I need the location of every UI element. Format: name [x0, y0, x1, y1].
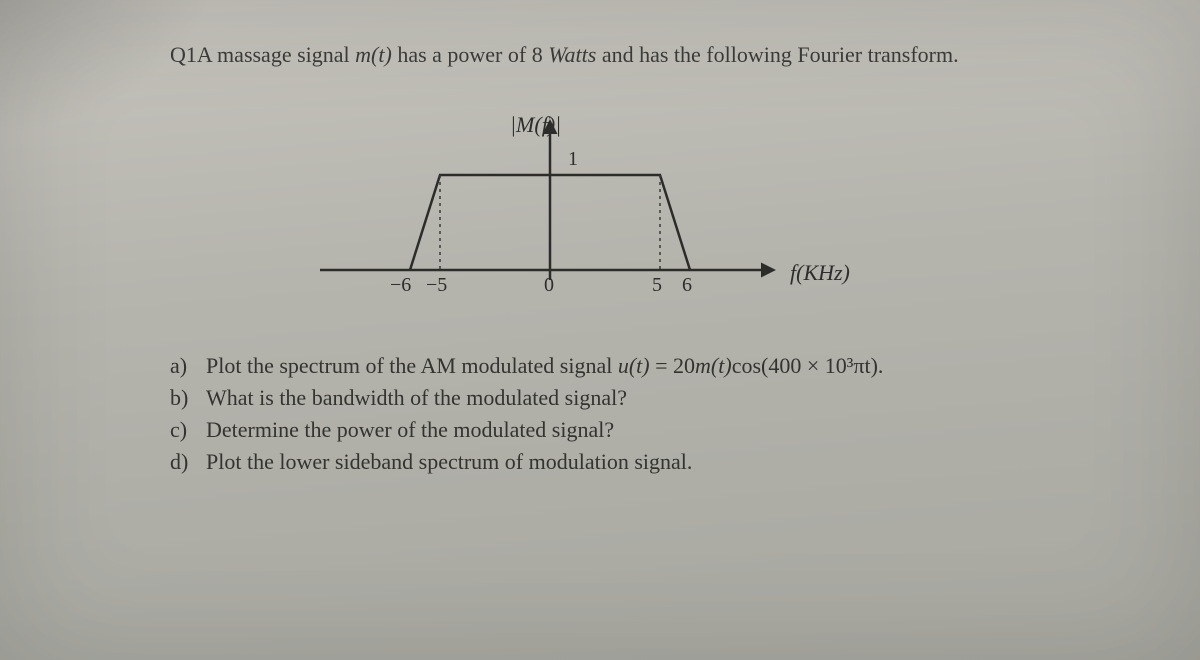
- qa-eq: = 20: [650, 353, 695, 378]
- header-prefix: Q1A massage signal: [170, 42, 355, 67]
- header-watts: Watts: [548, 42, 596, 67]
- qa-mt2: m(t): [695, 353, 732, 378]
- letter-d: d): [170, 446, 206, 478]
- letter-a: a): [170, 350, 206, 382]
- y-axis-label: |M(f)|: [510, 112, 561, 138]
- qa-post: cos(400 × 10³πt).: [732, 353, 884, 378]
- tick-zero: 0: [544, 274, 554, 297]
- paper-background: Q1A massage signal m(t) has a power of 8…: [0, 0, 1200, 660]
- header-mt: m(t): [355, 42, 392, 67]
- tick-m5: −5: [426, 274, 447, 297]
- qb-text: What is the bandwidth of the modulated s…: [206, 382, 627, 414]
- question-d: d) Plot the lower sideband spectrum of m…: [170, 446, 1170, 478]
- vignette: [0, 0, 220, 140]
- peak-label: 1: [568, 148, 578, 171]
- question-a: a) Plot the spectrum of the AM modulated…: [170, 350, 1170, 382]
- letter-c: c): [170, 414, 206, 446]
- qa-pre: Plot the spectrum of the AM modulated si…: [206, 353, 618, 378]
- tick-p6: 6: [682, 274, 692, 297]
- header-suffix: and has the following Fourier transform.: [596, 42, 958, 67]
- questions-block: a) Plot the spectrum of the AM modulated…: [170, 350, 1170, 478]
- tick-p5: 5: [652, 274, 662, 297]
- qc-text: Determine the power of the modulated sig…: [206, 414, 614, 446]
- tick-m6: −6: [390, 274, 411, 297]
- fourier-graph: |M(f)| 1 −6 −5 0 5 6 f(KHz): [300, 110, 860, 310]
- question-header: Q1A massage signal m(t) has a power of 8…: [170, 42, 1160, 68]
- x-axis-label: f(KHz): [790, 260, 850, 286]
- header-mid: has a power of 8: [392, 42, 548, 67]
- graph-svg: [300, 110, 860, 310]
- question-c: c) Determine the power of the modulated …: [170, 414, 1170, 446]
- letter-b: b): [170, 382, 206, 414]
- qa-ut: u(t): [618, 353, 650, 378]
- question-b: b) What is the bandwidth of the modulate…: [170, 382, 1170, 414]
- qd-text: Plot the lower sideband spectrum of modu…: [206, 446, 692, 478]
